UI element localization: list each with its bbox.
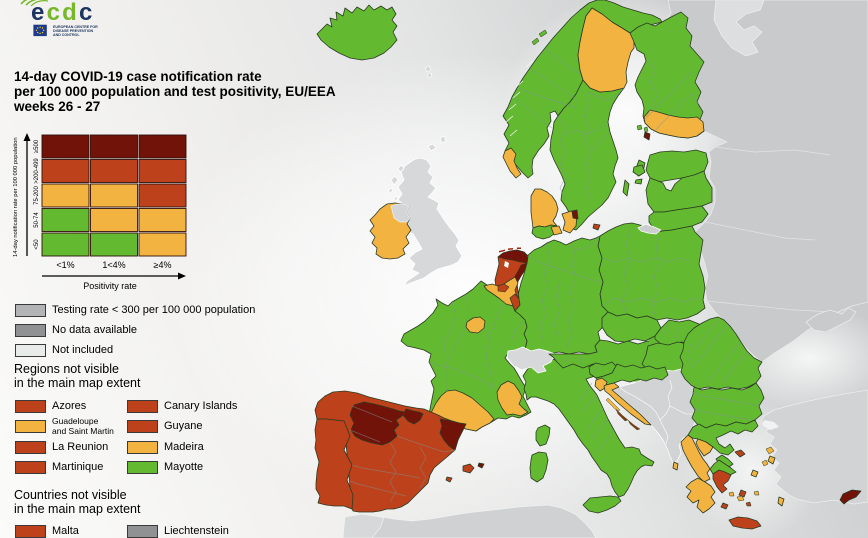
svg-text:14-day notification rate per 1: 14-day notification rate per 100 000 pop… <box>13 137 19 257</box>
svg-text:ecdc: ecdc <box>31 0 95 26</box>
svg-text:≥4%: ≥4% <box>154 260 172 270</box>
svg-text:>200-499: >200-499 <box>34 158 40 184</box>
svg-text:Positivity rate: Positivity rate <box>83 281 137 291</box>
svg-text:75-200: 75-200 <box>34 185 40 204</box>
svg-text:EUROPEAN CENTRE FOR: EUROPEAN CENTRE FOR <box>53 25 98 29</box>
svg-text:≥500: ≥500 <box>34 139 40 153</box>
svg-text:1<4%: 1<4% <box>102 260 125 270</box>
svg-text:<1%: <1% <box>56 260 74 270</box>
svg-text:50-74: 50-74 <box>34 212 40 228</box>
svg-text:DISEASE PREVENTION: DISEASE PREVENTION <box>53 29 94 33</box>
svg-text:<50: <50 <box>34 239 40 250</box>
svg-text:AND CONTROL: AND CONTROL <box>53 33 80 37</box>
